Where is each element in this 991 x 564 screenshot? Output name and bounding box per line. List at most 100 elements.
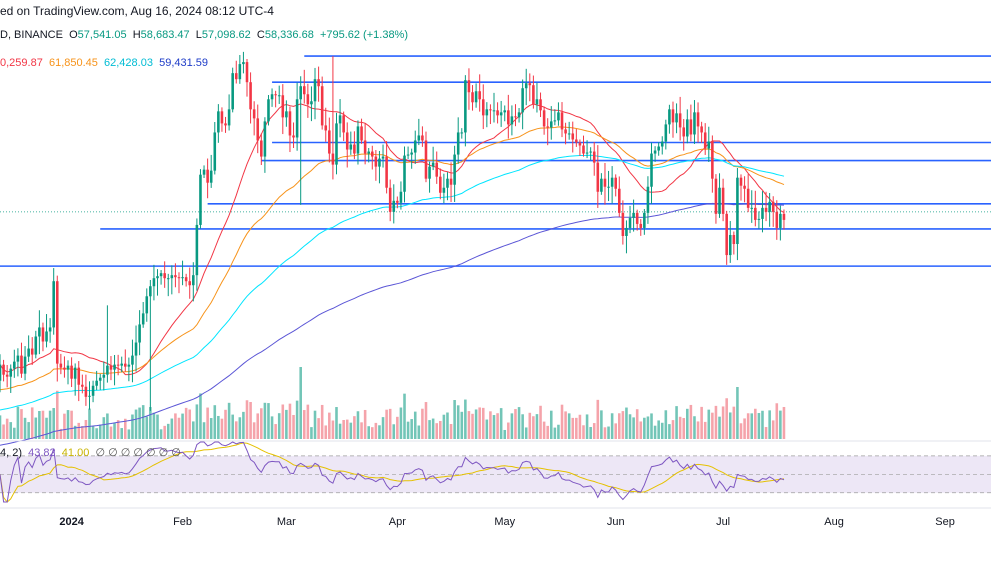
volume-bar-40: [141, 405, 145, 439]
volume-bar-187: [668, 424, 671, 439]
candle-body-207: [739, 177, 743, 186]
candle-body-113: [403, 155, 406, 192]
volume-bar-81: [288, 403, 292, 439]
volume-bar-1: [2, 424, 5, 439]
volume-bar-84: [299, 367, 302, 439]
volume-bar-139: [496, 413, 499, 439]
candle-body-70: [249, 82, 252, 110]
candle-body-112: [399, 191, 403, 203]
volume-bar-168: [600, 410, 603, 439]
volume-bar-138: [492, 415, 496, 439]
candle-body-92: [328, 130, 331, 154]
volume-bar-207: [739, 423, 743, 439]
candle-body-135: [481, 99, 485, 116]
volume-bar-177: [632, 417, 635, 439]
volume-bar-201: [718, 416, 721, 439]
volume-bar-212: [757, 413, 761, 439]
candle-body-83: [295, 99, 299, 138]
volume-bar-156: [557, 424, 560, 439]
candle-body-188: [671, 109, 675, 123]
candle-body-115: [410, 152, 413, 155]
volume-bar-121: [431, 418, 435, 439]
published-line: ed on TradingView.com, Aug 16, 2024 08:1…: [0, 4, 274, 18]
volume-bar-3: [9, 422, 13, 439]
rsi-ma-line: [0, 442, 785, 503]
candle-body-106: [378, 158, 381, 167]
candle-body-192: [686, 119, 689, 137]
candle-body-31: [109, 365, 113, 370]
volume-bar-136: [485, 419, 489, 439]
volume-bar-167: [596, 399, 600, 439]
symbol-exchange: D, BINANCE: [0, 29, 63, 41]
candle-body-167: [596, 162, 600, 192]
candle-body-137: [489, 109, 492, 111]
candle-body-208: [743, 185, 746, 189]
candle-body-102: [363, 140, 367, 154]
candle-body-1: [2, 364, 5, 375]
volume-bar-150: [535, 414, 539, 439]
volume-bar-206: [736, 387, 739, 439]
candle-body-184: [657, 146, 660, 151]
volume-bar-211: [754, 408, 757, 439]
candle-body-30: [106, 365, 109, 375]
volume-bar-115: [410, 419, 413, 439]
volume-bar-159: [567, 413, 571, 439]
candle-body-168: [600, 178, 603, 192]
candle-body-177: [632, 212, 635, 218]
volume-bar-12: [41, 410, 45, 439]
volume-bar-28: [98, 424, 102, 439]
volume-bar-75: [267, 403, 270, 439]
volume-bar-37: [131, 414, 134, 439]
candle-body-99: [353, 144, 356, 154]
candle-body-66: [234, 73, 238, 80]
volume-bar-6: [20, 409, 23, 439]
candle-body-170: [607, 186, 610, 188]
month-label-6: Jul: [716, 516, 730, 528]
candle-body-209: [746, 188, 750, 208]
volume-bar-24: [84, 419, 88, 439]
month-label-0: 2024: [59, 516, 84, 528]
volume-bar-160: [571, 417, 575, 439]
volume-bar-10: [34, 417, 38, 439]
candle-body-72: [256, 118, 260, 141]
candle-body-191: [682, 127, 686, 137]
volume-bar-70: [249, 401, 252, 439]
volume-bar-198: [707, 409, 711, 439]
volume-bar-153: [546, 425, 549, 439]
volume-bar-42: [149, 407, 152, 439]
candle-body-12: [41, 327, 45, 342]
volume-bar-200: [714, 405, 718, 439]
month-label-5: Jun: [607, 516, 625, 528]
volume-bar-38: [134, 409, 138, 439]
candle-body-101: [360, 126, 363, 141]
candle-body-110: [392, 200, 396, 212]
volume-bar-17: [59, 428, 63, 439]
low-value: 57,098.62: [201, 29, 251, 41]
candle-body-154: [549, 121, 553, 128]
volume-bar-157: [560, 404, 564, 439]
volume-bar-34: [120, 428, 123, 439]
candle-body-129: [460, 132, 464, 134]
candle-body-44: [156, 276, 159, 279]
candle-body-47: [166, 278, 170, 280]
open-label: O: [69, 29, 78, 41]
candle-body-180: [643, 212, 646, 228]
candle-body-11: [38, 327, 41, 337]
candle-body-86: [306, 94, 310, 105]
volume-bar-67: [238, 417, 242, 439]
candle-body-54: [192, 275, 195, 286]
volume-bar-161: [575, 417, 578, 439]
volume-bar-49: [174, 413, 177, 439]
volume-bar-216: [771, 420, 775, 439]
candle-body-20: [70, 365, 73, 379]
candle-body-89: [317, 79, 320, 87]
volume-bar-119: [424, 402, 428, 439]
candle-body-210: [750, 207, 754, 209]
volume-bar-64: [227, 402, 231, 439]
candle-body-217: [775, 211, 779, 228]
volume-bar-142: [507, 422, 510, 439]
volume-bar-171: [610, 413, 614, 439]
volume-bar-105: [374, 422, 378, 439]
ma2-value: 61,850.45: [48, 57, 98, 69]
